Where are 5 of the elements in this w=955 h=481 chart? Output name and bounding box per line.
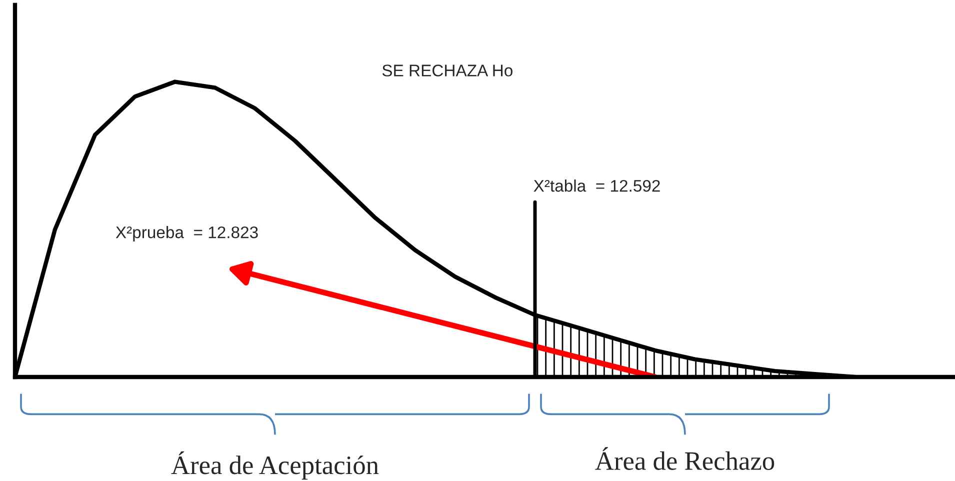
text: Área de Aceptación <box>171 451 379 480</box>
annotation: X²tabla = 12.592 <box>534 180 660 192</box>
text: Área de Rechazo <box>595 447 774 470</box>
annotation: X²prueba = 12.823 <box>116 226 258 242</box>
text: SE RECHAZA Ho <box>382 64 512 76</box>
